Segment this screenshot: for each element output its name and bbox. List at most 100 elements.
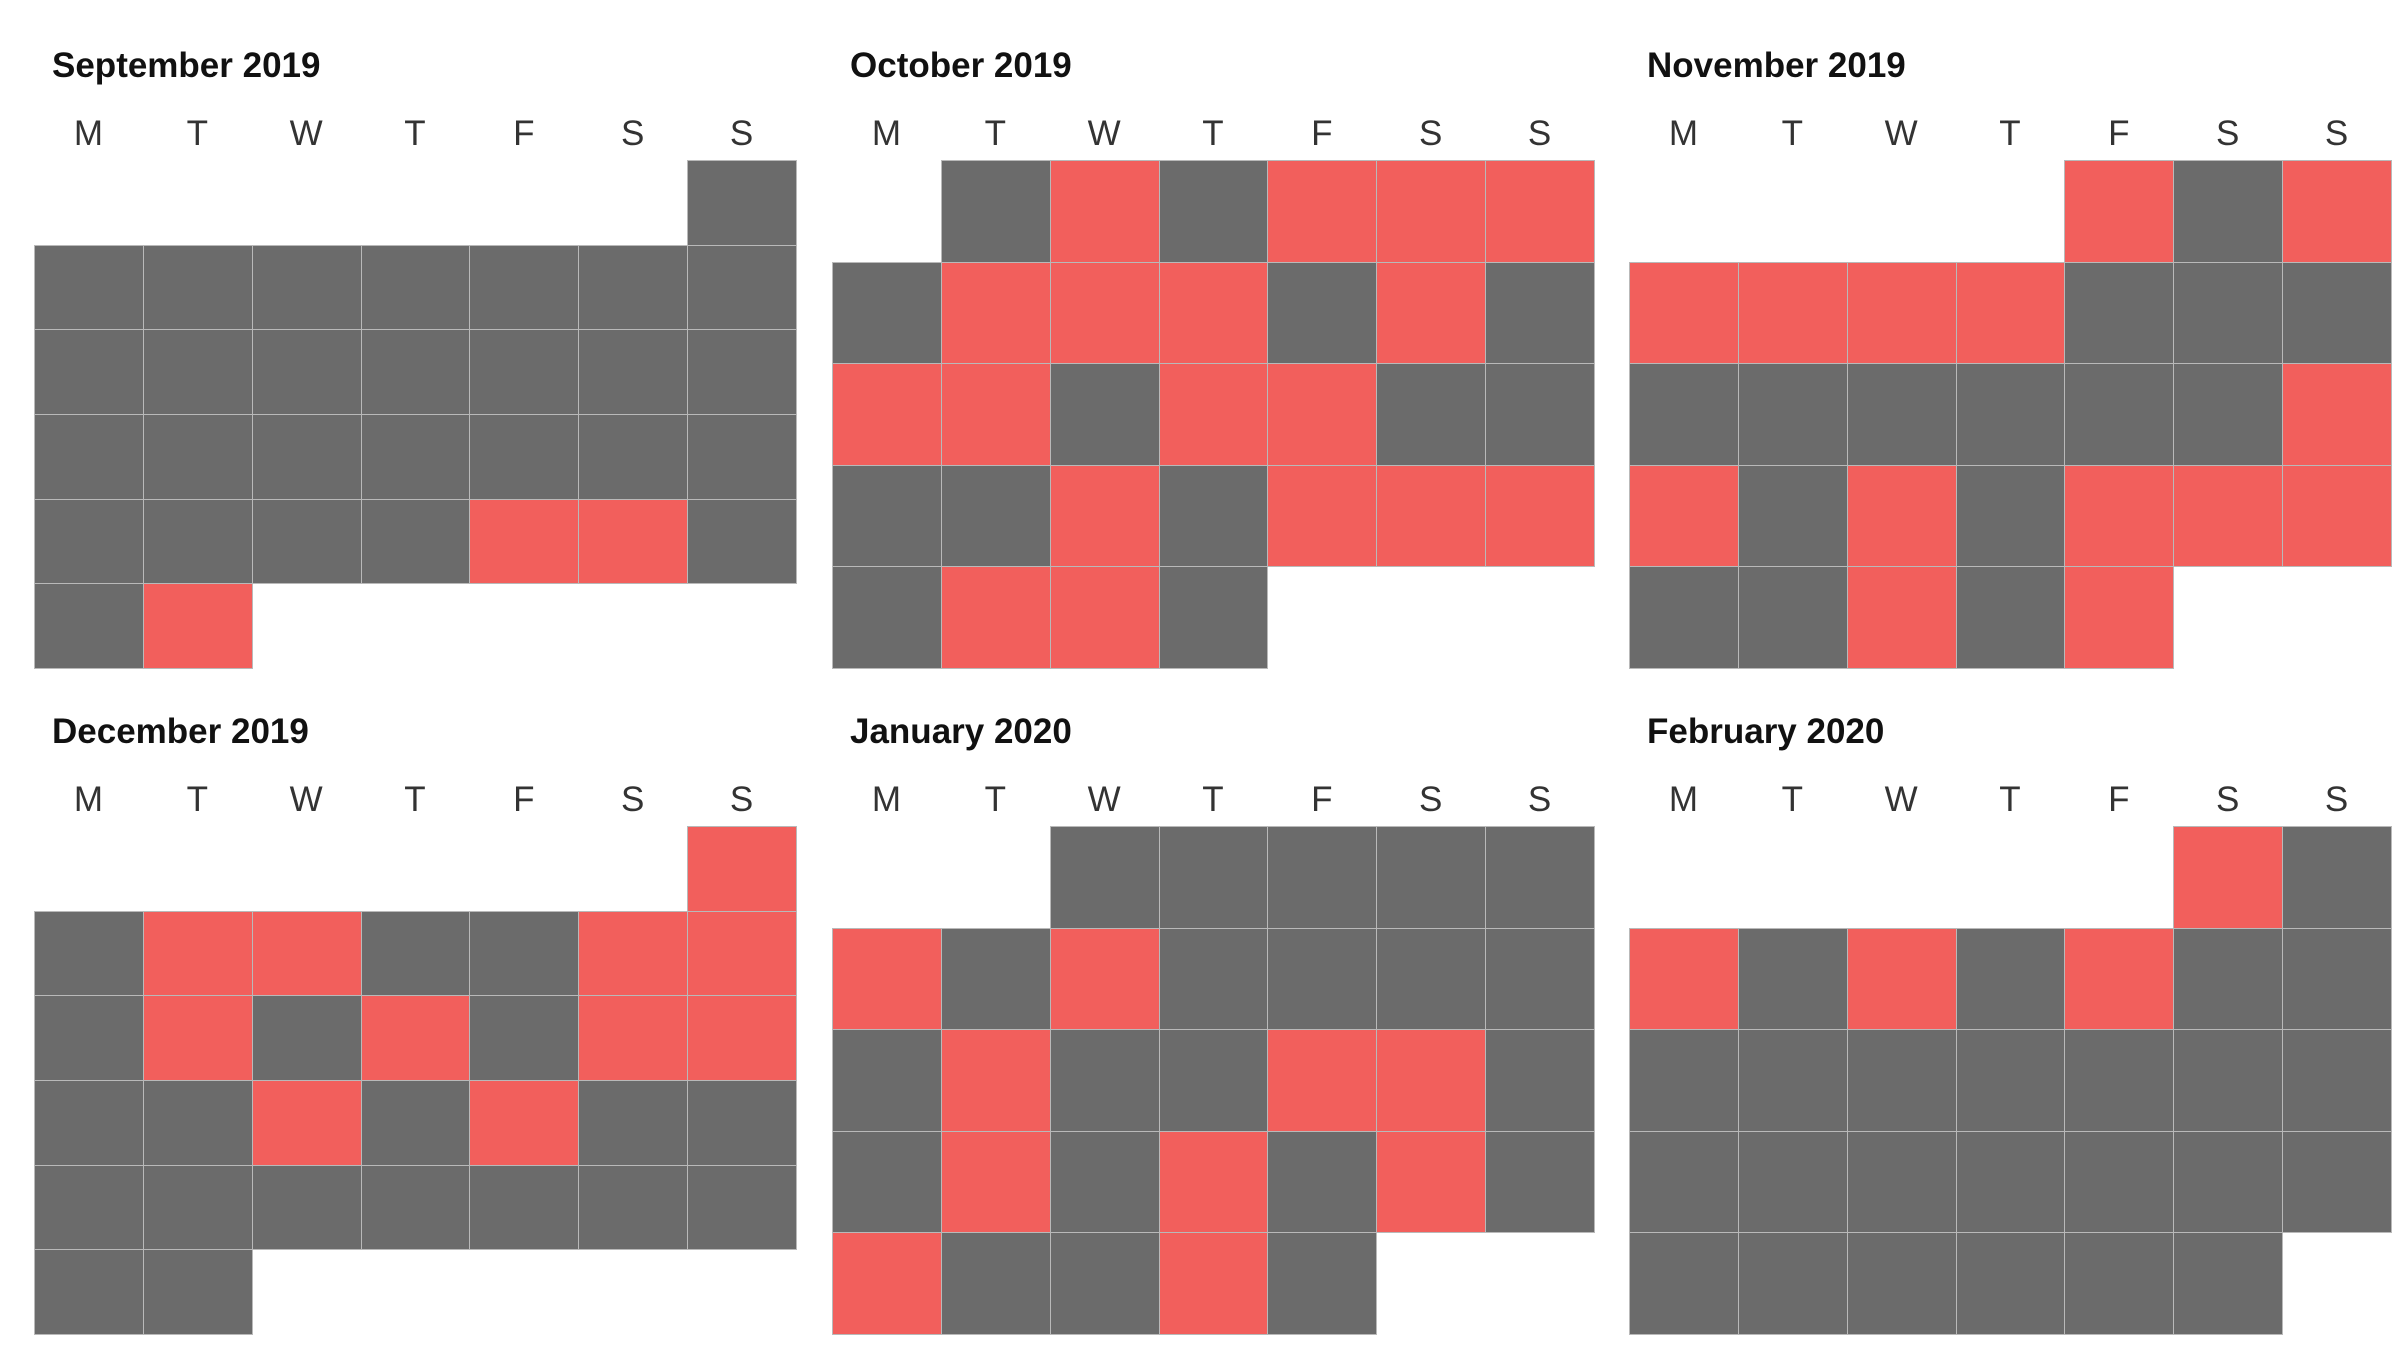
weekday-label: T (404, 780, 426, 819)
day-cell (1955, 1232, 2066, 1335)
day-cell (1629, 261, 1739, 365)
month-title: September 2019 (52, 46, 321, 85)
day-cell (2173, 363, 2284, 466)
weekday-label: S (2324, 114, 2349, 153)
day-cell (1737, 1029, 1848, 1132)
day-cell (1629, 927, 1739, 1031)
day-cell (1629, 1029, 1739, 1132)
day-cell (1485, 826, 1595, 929)
day-cell (34, 583, 144, 669)
weekday-label: W (1884, 780, 1918, 819)
weekday-label: S (2216, 780, 2240, 819)
day-cell (687, 414, 797, 500)
day-cell (469, 910, 580, 997)
day-cell (687, 910, 797, 997)
day-cell (1955, 927, 2066, 1031)
weekday-label: S (729, 114, 754, 153)
weekday-label: S (1527, 780, 1552, 819)
day-cell (1737, 1232, 1848, 1335)
weekday-label: F (2108, 780, 2130, 819)
day-cell (34, 244, 144, 331)
month-title: November 2019 (1647, 46, 1906, 85)
day-cell (1955, 261, 2066, 365)
day-cell (251, 1164, 362, 1251)
day-cell (1846, 927, 1957, 1031)
day-cell (360, 1164, 471, 1251)
weekday-label: T (1202, 780, 1224, 819)
day-cell (1049, 566, 1160, 669)
day-cell (2173, 1232, 2284, 1335)
day-cell (578, 995, 689, 1081)
day-grid (34, 826, 797, 1335)
day-cell (1376, 1130, 1487, 1234)
day-cell (142, 1080, 253, 1166)
day-cell (34, 1249, 144, 1335)
day-cell (2282, 1029, 2392, 1132)
weekday-label: M (1668, 780, 1698, 819)
day-cell (360, 1080, 471, 1166)
weekday-label: S (1419, 780, 1443, 819)
day-cell (1049, 1130, 1160, 1234)
day-cell (34, 414, 144, 500)
day-cell (142, 414, 253, 500)
day-cell (1485, 1130, 1595, 1234)
weekday-label: T (404, 114, 426, 153)
day-cell (1158, 1029, 1269, 1132)
day-grid (832, 826, 1595, 1335)
day-cell (142, 995, 253, 1081)
day-cell (469, 329, 580, 415)
day-cell (1267, 363, 1378, 466)
day-cell (1737, 1130, 1848, 1234)
day-cell (687, 826, 797, 912)
day-cell (2282, 927, 2392, 1031)
weekday-label: T (1781, 780, 1803, 819)
day-cell (2064, 1029, 2175, 1132)
day-cell (34, 1164, 144, 1251)
day-cell (1049, 1232, 1160, 1335)
weekday-label: W (1884, 114, 1918, 153)
weekday-label: S (2324, 780, 2349, 819)
day-cell (2173, 464, 2284, 568)
day-cell (1629, 363, 1739, 466)
day-cell (578, 329, 689, 415)
day-cell (2064, 927, 2175, 1031)
day-cell (360, 910, 471, 997)
day-cell (142, 1164, 253, 1251)
weekday-label: F (513, 114, 535, 153)
day-cell (578, 1080, 689, 1166)
day-cell (2173, 261, 2284, 365)
weekday-label: T (984, 114, 1006, 153)
day-cell (832, 261, 942, 365)
day-cell (1846, 1130, 1957, 1234)
day-cell (1267, 160, 1378, 263)
day-cell (34, 329, 144, 415)
day-cell (1158, 1232, 1269, 1335)
day-cell (1846, 1029, 1957, 1132)
day-cell (687, 1164, 797, 1251)
weekday-label: F (1311, 780, 1333, 819)
day-cell (2282, 826, 2392, 929)
day-cell (832, 1029, 942, 1132)
day-cell (1485, 927, 1595, 1031)
day-cell (578, 244, 689, 331)
day-cell (1049, 160, 1160, 263)
month-title: January 2020 (850, 712, 1072, 751)
day-cell (832, 1130, 942, 1234)
day-cell (142, 910, 253, 997)
day-cell (2173, 1029, 2284, 1132)
day-cell (469, 244, 580, 331)
weekday-label: S (621, 114, 645, 153)
weekday-label: T (186, 114, 208, 153)
day-cell (2064, 1232, 2175, 1335)
day-cell (1376, 160, 1487, 263)
day-cell (142, 329, 253, 415)
month-title: February 2020 (1647, 712, 1885, 751)
day-cell (1737, 261, 1848, 365)
day-cell (360, 414, 471, 500)
day-cell (1267, 1232, 1378, 1335)
day-cell (251, 244, 362, 331)
weekday-label: W (1087, 780, 1121, 819)
day-cell (34, 498, 144, 585)
